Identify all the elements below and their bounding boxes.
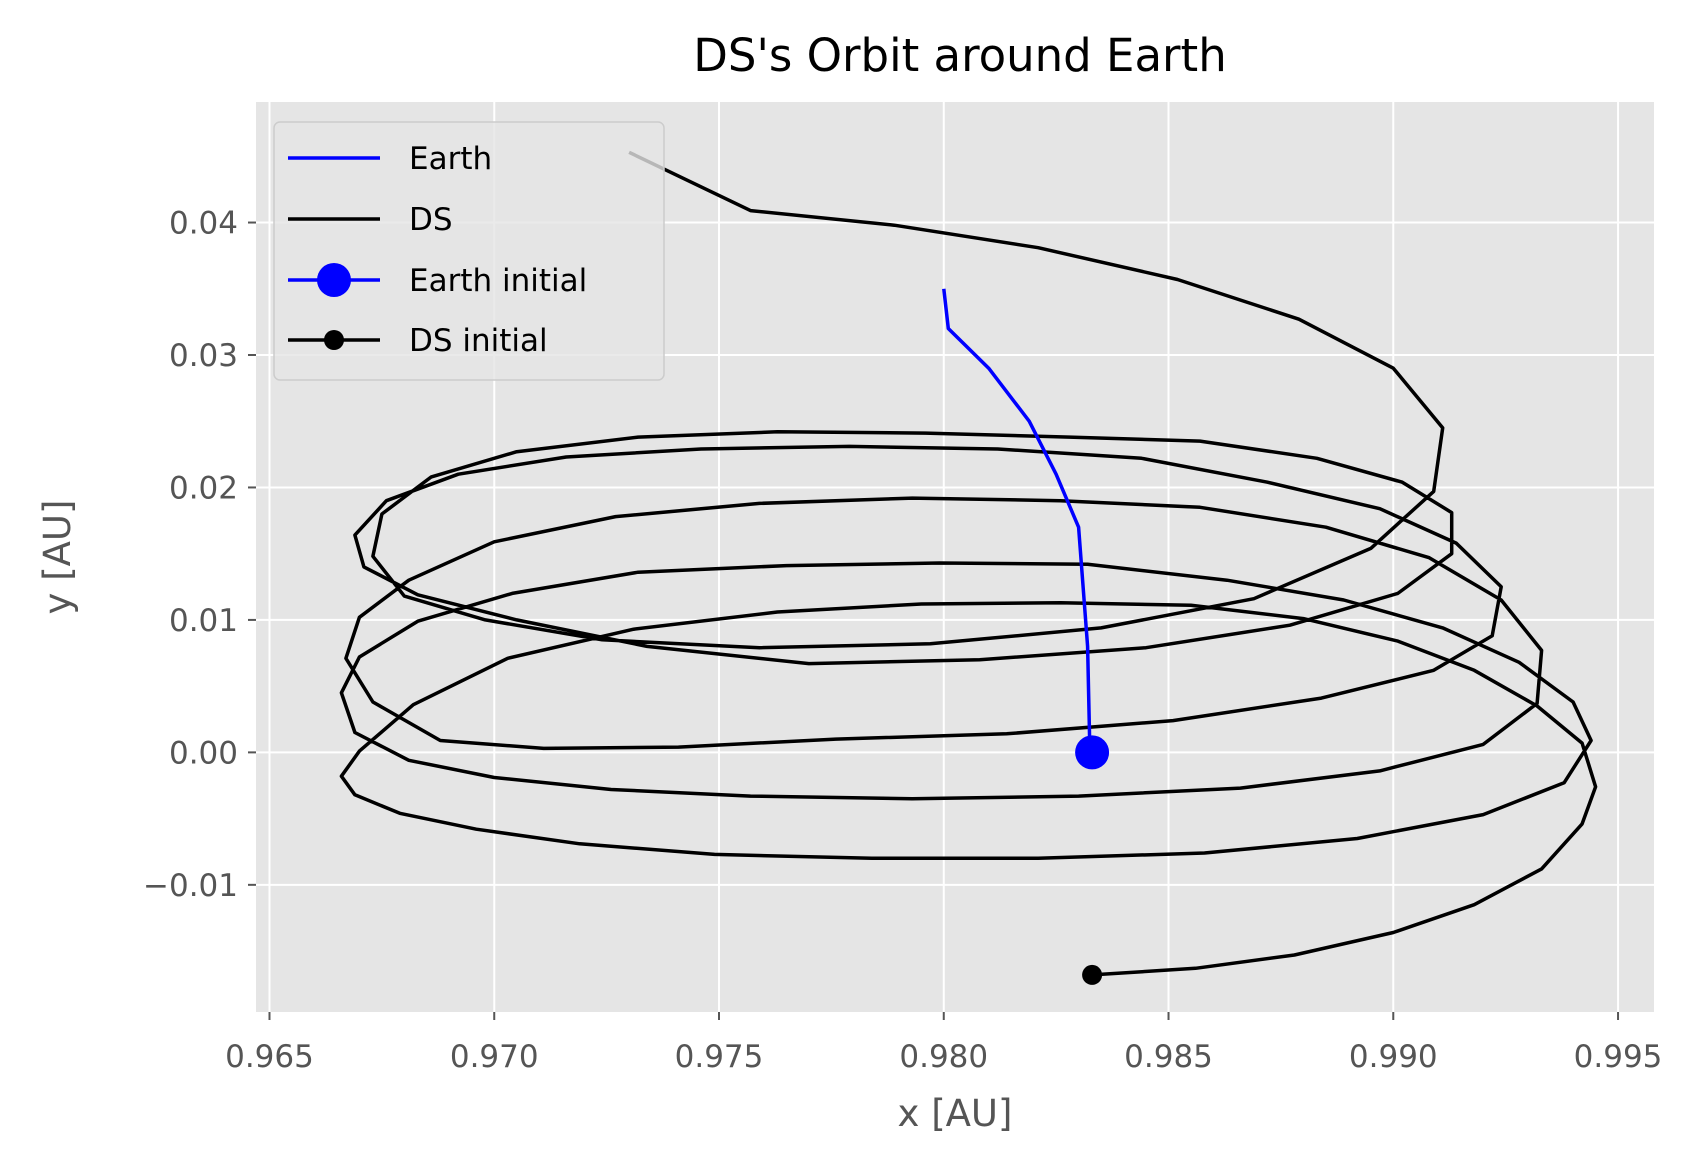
y-tick-label: 0.03 (169, 338, 238, 374)
ds-initial-marker (1082, 964, 1103, 985)
grid-lines (256, 102, 1654, 1012)
x-tick-label: 0.965 (225, 1039, 314, 1075)
legend-earth-initial-marker (317, 263, 351, 297)
y-tick-label: 0.04 (169, 206, 238, 242)
legend-earth-initial-label: Earth initial (409, 263, 587, 299)
y-tick-label: 0.00 (169, 735, 238, 771)
legend-ds-initial-label: DS initial (409, 323, 548, 359)
ds-series-line (339, 150, 1598, 977)
x-axis-ticks: 0.965 0.970 0.975 0.980 0.985 0.990 0.995 (225, 1012, 1662, 1075)
plot-content (339, 150, 1598, 985)
legend-earth-label: Earth (409, 141, 492, 177)
x-tick-label: 0.975 (675, 1039, 764, 1075)
x-tick-label: 0.990 (1349, 1039, 1438, 1075)
x-tick-label: 0.995 (1574, 1039, 1663, 1075)
x-tick-label: 0.970 (450, 1039, 539, 1075)
y-axis-label: y [AU] (36, 500, 79, 615)
x-tick-label: 0.980 (899, 1039, 988, 1075)
x-axis-label: x [AU] (898, 1092, 1013, 1135)
legend: Earth DS Earth initial DS initial (273, 121, 665, 381)
earth-series-line (942, 288, 1092, 753)
legend-ds-initial-marker (324, 330, 344, 350)
y-axis-ticks: −0.01 0.00 0.01 0.02 0.03 0.04 (143, 206, 256, 904)
earth-initial-marker (1075, 735, 1110, 770)
legend-box (273, 121, 665, 381)
legend-ds-label: DS (409, 202, 453, 238)
y-tick-label: 0.02 (169, 470, 238, 506)
chart-title: DS's Orbit around Earth (693, 29, 1226, 82)
x-tick-label: 0.985 (1124, 1039, 1213, 1075)
y-tick-label: 0.01 (169, 603, 238, 639)
y-tick-label: −0.01 (143, 868, 238, 904)
